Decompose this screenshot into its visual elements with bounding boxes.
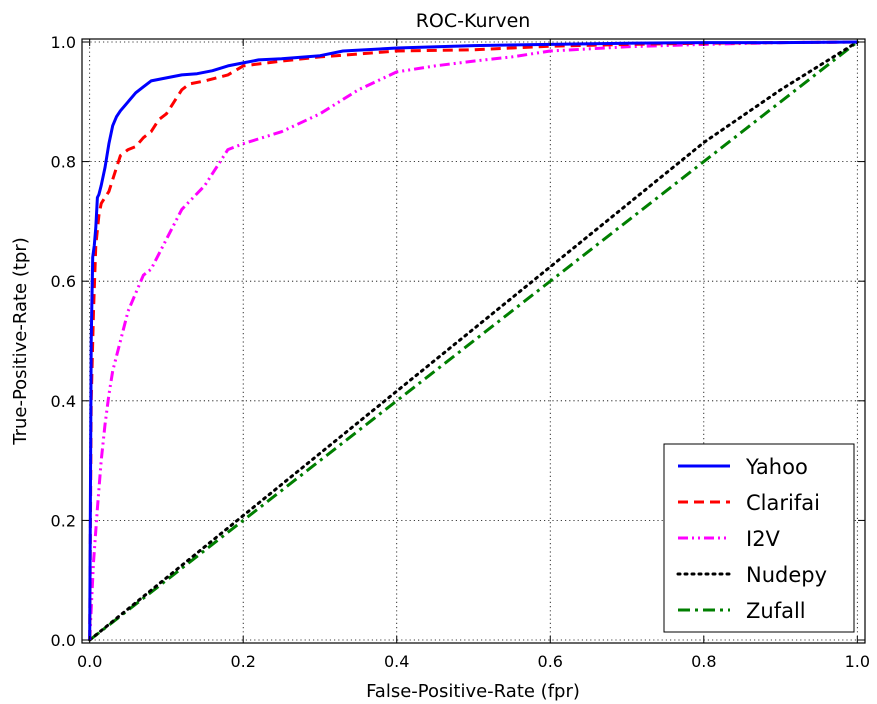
x-tick-label: 1.0 (845, 652, 870, 671)
x-tick-label: 0.0 (77, 652, 102, 671)
legend-label-zufall: Zufall (746, 599, 806, 623)
y-tick-label: 0.6 (51, 272, 76, 291)
legend-label-i2v: I2V (746, 527, 781, 551)
series-line-zufall (88, 40, 859, 642)
legend-label-clarifai: Clarifai (746, 491, 820, 515)
legend-label-yahoo: Yahoo (745, 455, 808, 479)
series-line-yahoo (88, 40, 858, 641)
legend: Yahoo Clarifai I2V Nudepy Zufall (663, 443, 855, 633)
x-tick-label: 0.8 (691, 652, 716, 671)
chart-title: ROC-Kurven (416, 10, 531, 32)
legend-box (663, 443, 855, 633)
axis-ticks: 0.0 0.2 0.4 0.6 0.8 1.0 0.0 0.2 0.4 0.6 0.8 1.0 (51, 33, 871, 671)
y-axis-label: True-Positive-Rate (tpr) (10, 237, 31, 446)
x-axis-label: False-Positive-Rate (fpr) (366, 681, 580, 702)
x-tick-label: 0.2 (230, 652, 255, 671)
grid-lines (82, 39, 865, 643)
y-tick-label: 0.4 (51, 392, 76, 411)
y-tick-label: 0.8 (51, 153, 76, 172)
series-line-nudepy (88, 40, 859, 642)
y-tick-label: 0.2 (51, 511, 76, 530)
legend-label-nudepy: Nudepy (746, 563, 827, 587)
x-tick-label: 0.6 (538, 652, 563, 671)
series-lines (88, 40, 859, 642)
series-line-i2v (88, 40, 858, 641)
y-tick-label: 0.0 (51, 631, 76, 650)
y-tick-label: 1.0 (51, 33, 76, 52)
series-line-clarifai (88, 40, 858, 641)
x-tick-label: 0.4 (384, 652, 409, 671)
plot-frame (81, 38, 866, 644)
